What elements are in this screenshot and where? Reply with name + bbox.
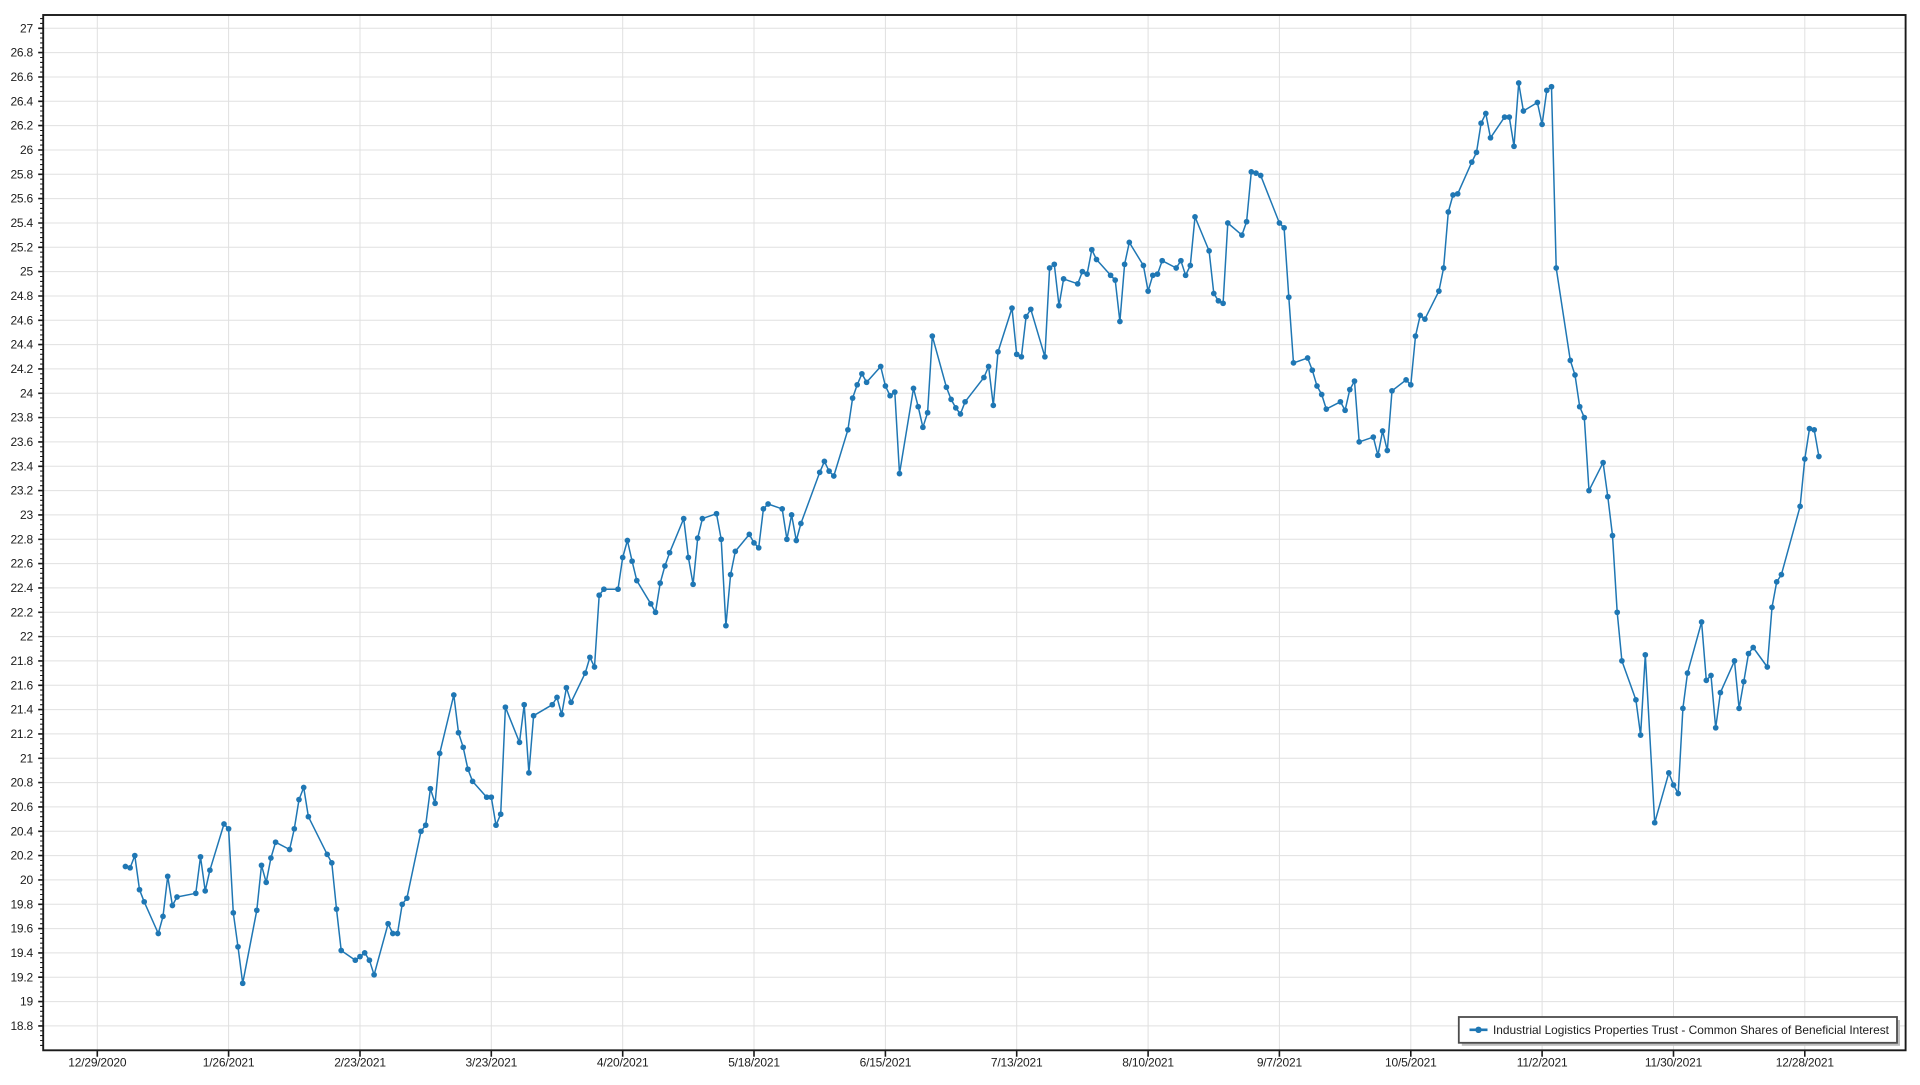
svg-text:24.8: 24.8 [10,289,33,303]
svg-text:20: 20 [20,873,33,887]
svg-text:23: 23 [20,508,33,522]
svg-text:27: 27 [20,21,33,35]
svg-text:21: 21 [20,751,33,765]
svg-text:11/30/2021: 11/30/2021 [1645,1056,1703,1070]
svg-text:5/18/2021: 5/18/2021 [728,1056,780,1070]
svg-text:19: 19 [20,995,33,1009]
svg-text:26.8: 26.8 [10,46,33,60]
svg-text:20.8: 20.8 [10,776,33,790]
svg-text:22.4: 22.4 [10,581,33,595]
svg-text:6/15/2021: 6/15/2021 [860,1056,912,1070]
svg-text:20.2: 20.2 [10,849,33,863]
svg-text:19.2: 19.2 [10,970,33,984]
svg-text:3/23/2021: 3/23/2021 [466,1056,518,1070]
svg-text:24.4: 24.4 [10,338,33,352]
svg-text:2/23/2021: 2/23/2021 [334,1056,386,1070]
svg-text:23.2: 23.2 [10,484,33,498]
svg-text:25.2: 25.2 [10,240,33,254]
svg-text:18.8: 18.8 [10,1019,33,1033]
svg-text:7/13/2021: 7/13/2021 [991,1056,1043,1070]
svg-text:Industrial Logistics Propertie: Industrial Logistics Properties Trust - … [1493,1023,1890,1037]
svg-text:12/29/2020: 12/29/2020 [68,1056,127,1070]
svg-text:12/28/2021: 12/28/2021 [1776,1056,1835,1070]
svg-text:23.8: 23.8 [10,411,33,425]
svg-text:25.8: 25.8 [10,167,33,181]
svg-text:1/26/2021: 1/26/2021 [203,1056,255,1070]
svg-text:22.8: 22.8 [10,532,33,546]
svg-text:26: 26 [20,143,33,157]
svg-text:20.6: 20.6 [10,800,33,814]
svg-text:24.2: 24.2 [10,362,33,376]
svg-text:4/20/2021: 4/20/2021 [597,1056,649,1070]
svg-text:22: 22 [20,630,33,644]
svg-text:10/5/2021: 10/5/2021 [1385,1056,1437,1070]
svg-text:21.2: 21.2 [10,727,33,741]
svg-text:21.4: 21.4 [10,703,33,717]
svg-text:22.6: 22.6 [10,557,33,571]
svg-text:24: 24 [20,386,33,400]
svg-text:21.6: 21.6 [10,678,33,692]
svg-text:11/2/2021: 11/2/2021 [1517,1056,1568,1070]
svg-text:21.8: 21.8 [10,654,33,668]
svg-text:20.4: 20.4 [10,824,33,838]
svg-text:25.6: 25.6 [10,192,33,206]
svg-text:19.6: 19.6 [10,922,33,936]
svg-text:25.4: 25.4 [10,216,33,230]
svg-text:19.8: 19.8 [10,897,33,911]
svg-text:8/10/2021: 8/10/2021 [1122,1056,1174,1070]
svg-text:23.6: 23.6 [10,435,33,449]
svg-text:23.4: 23.4 [10,459,33,473]
svg-text:9/7/2021: 9/7/2021 [1257,1056,1303,1070]
svg-text:26.4: 26.4 [10,94,33,108]
svg-text:26.2: 26.2 [10,119,33,133]
svg-text:19.4: 19.4 [10,946,33,960]
svg-text:25: 25 [20,265,33,279]
svg-text:24.6: 24.6 [10,313,33,327]
svg-text:26.6: 26.6 [10,70,33,84]
svg-text:22.2: 22.2 [10,605,33,619]
